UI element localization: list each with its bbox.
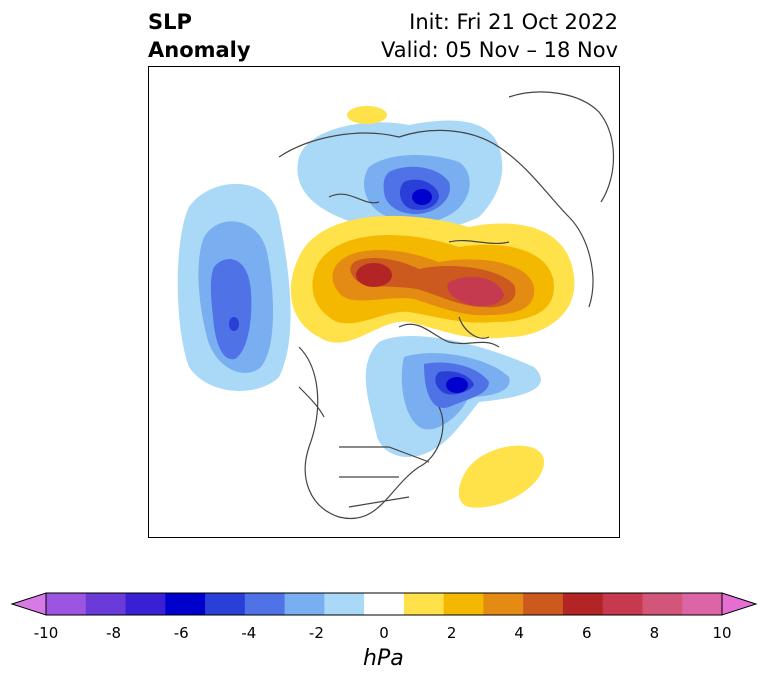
colorbar-outline	[45, 592, 723, 616]
anomaly-map	[177, 91, 614, 520]
colorbar-tick-label: -4	[241, 624, 257, 642]
colorbar-tick-label: 2	[446, 624, 457, 642]
colorbar-cell	[602, 593, 643, 615]
colorbar-tick-label: -8	[106, 624, 122, 642]
eurasia-low	[297, 120, 503, 233]
colorbar-cell	[443, 593, 484, 615]
colorbar-tick-label: 10	[712, 624, 732, 642]
colorbar-cell	[364, 593, 405, 615]
colorbar-cell	[125, 593, 166, 615]
colorbar-tick-label: 4	[514, 624, 524, 642]
title-line-2: Anomaly	[148, 38, 251, 62]
colorbar-cell	[244, 593, 286, 615]
greenland-high	[347, 106, 387, 124]
colorbar-tick-label: -2	[308, 624, 324, 642]
colorbar-cell	[324, 593, 365, 615]
colorbar-extend-low	[10, 592, 47, 616]
colorbar-cell	[46, 593, 87, 615]
map-panel	[148, 66, 620, 538]
arctic-high	[290, 215, 575, 343]
date-info: Init: Fri 21 Oct 2022 Valid: 05 Nov – 18…	[381, 8, 618, 64]
colorbar-tick-label: -6	[173, 624, 189, 642]
colorbar	[10, 592, 758, 616]
atlantic-high	[458, 445, 544, 508]
colorbar-tick-label: 0	[379, 624, 389, 642]
map-title: SLP Anomaly	[148, 8, 251, 64]
colorbar-unit: hPa	[363, 646, 404, 671]
init-date: Init: Fri 21 Oct 2022	[409, 10, 618, 34]
colorbar-cell	[483, 593, 524, 615]
colorbar-cell	[682, 593, 723, 615]
pacific-low	[177, 183, 291, 391]
labrador-low	[365, 336, 541, 457]
colorbar-cell	[165, 593, 206, 615]
colorbar-extend-high	[721, 592, 758, 616]
colorbar-cell	[284, 593, 325, 615]
colorbar-cell	[205, 593, 246, 615]
title-line-1: SLP	[148, 10, 192, 34]
colorbar-cell	[403, 593, 445, 615]
colorbar-cell	[85, 593, 127, 615]
colorbar-cell	[523, 593, 564, 615]
colorbar-tick-label: -10	[33, 624, 59, 642]
colorbar-cell	[642, 593, 683, 615]
valid-range: Valid: 05 Nov – 18 Nov	[381, 38, 618, 62]
colorbar-tick-label: 8	[649, 624, 660, 642]
colorbar-tick-label: 6	[582, 624, 592, 642]
coastlines	[278, 91, 614, 520]
colorbar-cell	[562, 593, 604, 615]
